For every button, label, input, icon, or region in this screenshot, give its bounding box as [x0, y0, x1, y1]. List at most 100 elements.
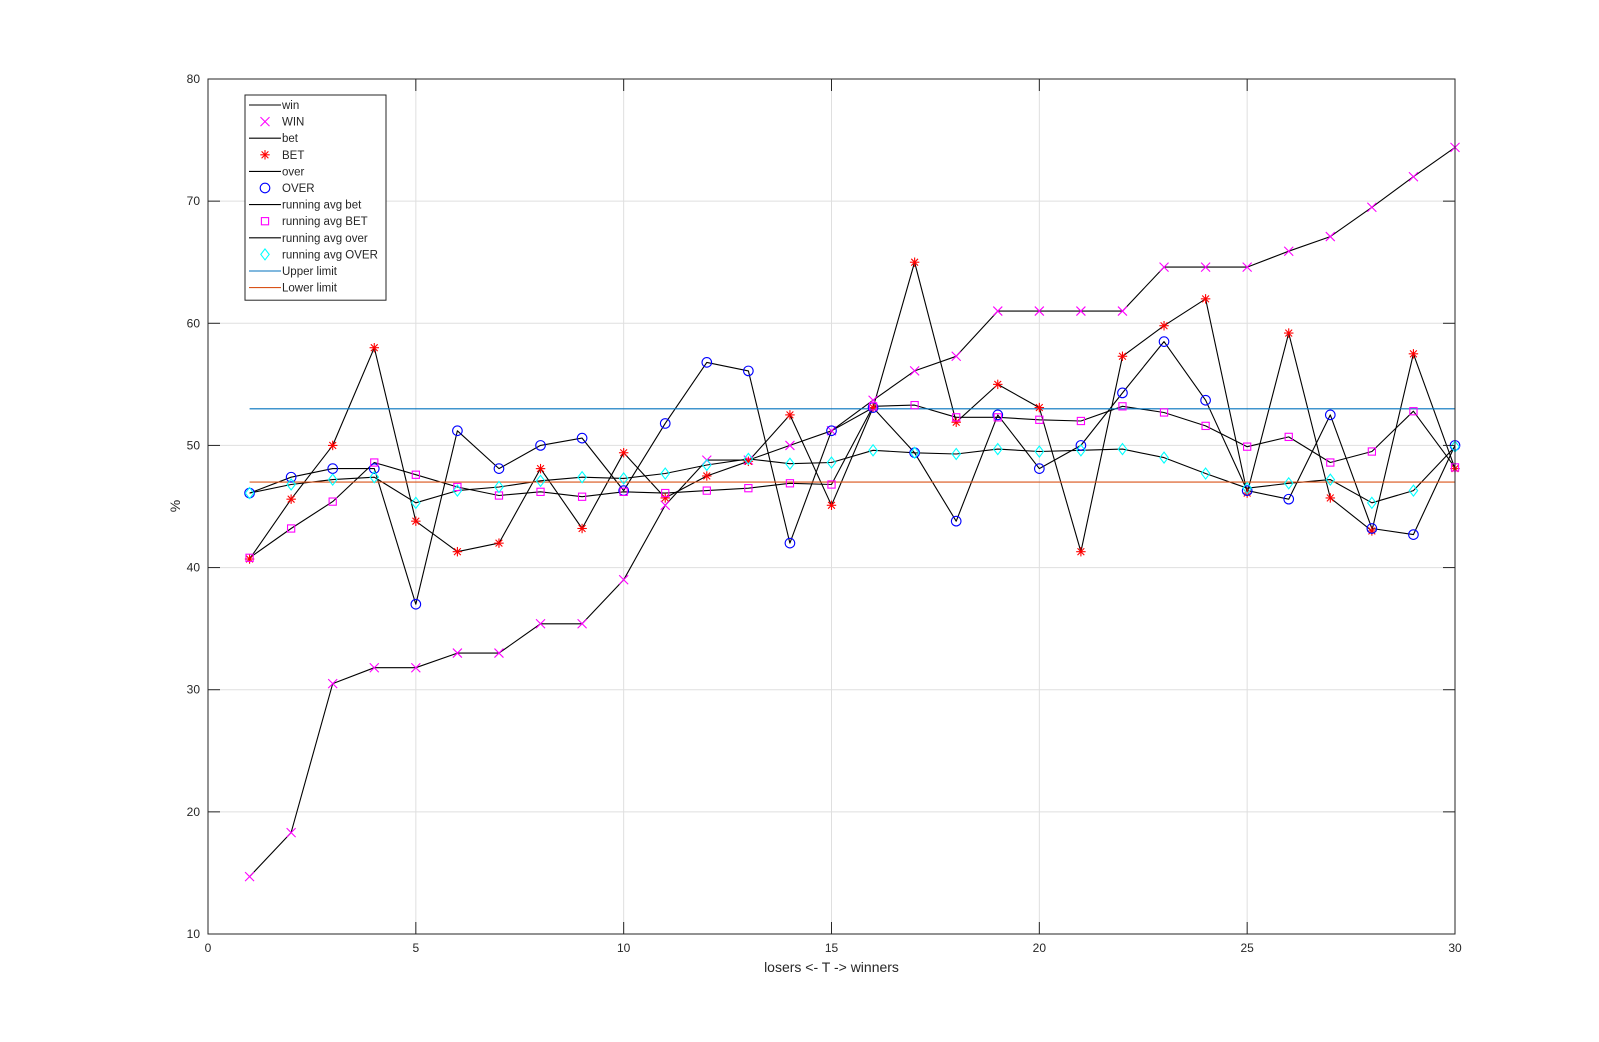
data-point-win: [1283, 246, 1294, 257]
legend-label: running avg bet: [282, 200, 362, 212]
legend-item-upper-limit: Upper limit: [249, 266, 338, 278]
data-point-bet: [494, 538, 504, 548]
data-point-running-avg-over: [909, 446, 920, 460]
data-point-over: [1117, 387, 1128, 399]
series-markers: [244, 142, 1461, 882]
data-point-win: [909, 366, 920, 376]
data-point-running-avg-over: [1283, 476, 1294, 490]
data-point-running-avg-over: [1200, 467, 1211, 480]
x-tick-label: 10: [617, 941, 631, 955]
legend-item-win: WIN: [260, 116, 304, 129]
data-point-running-avg-over: [1076, 443, 1086, 457]
y-tick-label: 80: [187, 72, 201, 86]
data-point-running-avg-over: [826, 456, 837, 469]
data-point-bet: [618, 448, 629, 458]
data-point-running-avg-bet: [1409, 407, 1418, 416]
data-point-win: [452, 648, 463, 658]
legend-label: bet: [282, 133, 299, 145]
data-point-over: [1324, 409, 1336, 421]
data-point-running-avg-over: [286, 478, 297, 491]
legend-item-running-avg-bet: running avg BET: [260, 216, 368, 228]
data-point-running-avg-bet: [536, 487, 545, 496]
data-point-bet: [1034, 402, 1045, 413]
data-point-win: [327, 678, 338, 689]
series-markers-bet: [244, 257, 1460, 564]
data-point-running-avg-over: [1034, 445, 1045, 458]
data-point-running-avg-over: [1242, 481, 1253, 495]
data-point-running-avg-over: [951, 447, 962, 461]
data-point-win: [992, 306, 1003, 316]
data-point-bet: [660, 493, 670, 503]
data-point-over: [368, 463, 380, 474]
data-point-running-avg-over: [452, 484, 463, 498]
data-point-bet: [327, 440, 338, 451]
data-point-running-avg-bet: [1284, 432, 1293, 442]
x-tick-label: 15: [825, 941, 839, 955]
data-point-over: [826, 425, 837, 437]
legend-swatch: [260, 247, 270, 261]
data-point-running-avg-over: [327, 473, 338, 487]
data-point-bet: [785, 410, 795, 420]
data-point-win: [618, 574, 629, 585]
y-tick-label: 60: [187, 316, 201, 330]
data-point-running-avg-bet: [910, 400, 919, 410]
data-point-win: [1408, 171, 1419, 182]
data-point-bet: [369, 342, 379, 353]
data-point-bet: [577, 523, 587, 534]
data-point-running-avg-bet: [1243, 442, 1252, 451]
series-line-running-avg-over: [249, 446, 1456, 504]
data-point-win: [286, 827, 297, 838]
data-point-running-avg-bet: [661, 488, 670, 498]
legend-label: BET: [282, 150, 304, 162]
data-point-running-avg-bet: [411, 470, 420, 479]
series-markers-running-avg-bet: [245, 400, 1460, 562]
legend-item-bet: bet: [249, 133, 299, 145]
data-point-over: [743, 365, 754, 377]
legend-item-lower-limit: Lower limit: [249, 283, 338, 295]
data-point-running-avg-bet: [1035, 415, 1044, 424]
legend-label: running avg OVER: [282, 249, 378, 261]
data-point-bet: [951, 417, 961, 427]
data-point-bet: [1200, 294, 1211, 304]
data-point-over: [1408, 529, 1419, 540]
data-point-win: [1366, 202, 1377, 213]
legend-item-running-avg-over: running avg over: [249, 233, 368, 245]
data-point-running-avg-bet: [744, 484, 753, 493]
data-point-running-avg-bet: [827, 480, 836, 489]
data-point-over: [701, 357, 713, 368]
data-point-bet: [452, 546, 463, 557]
data-point-running-avg-over: [535, 474, 546, 488]
legend-swatch: [260, 116, 270, 127]
data-point-bet: [1284, 328, 1294, 338]
series-line-win: [249, 146, 1456, 877]
grid: [208, 79, 1455, 934]
y-tick-label: 70: [187, 194, 201, 208]
data-point-over: [285, 471, 297, 483]
data-point-win: [410, 662, 421, 673]
legend-item-running-avg-over: running avg OVER: [260, 247, 378, 261]
data-point-bet: [1117, 351, 1128, 361]
data-point-win: [1034, 306, 1045, 316]
data-point-win: [1076, 306, 1086, 316]
legend-swatch: [259, 182, 271, 194]
data-point-running-avg-bet: [868, 402, 878, 411]
data-point-running-avg-over: [244, 486, 255, 500]
legend: win WIN bet BET over OVER running avg bet runni…: [244, 94, 387, 301]
data-point-running-avg-over: [743, 452, 754, 466]
data-point-win: [577, 618, 587, 629]
x-tick-label: 20: [1033, 941, 1047, 955]
legend-label: Upper limit: [282, 266, 338, 278]
data-point-over: [1241, 485, 1253, 496]
data-point-bet: [826, 500, 837, 511]
data-point-running-avg-over: [618, 472, 629, 485]
data-point-over: [784, 537, 796, 549]
data-point-win: [1200, 262, 1211, 272]
data-point-over: [576, 432, 588, 444]
data-point-running-avg-over: [1408, 484, 1419, 498]
data-point-win: [785, 440, 795, 451]
data-point-running-avg-bet: [370, 458, 379, 467]
legend-swatch: [260, 217, 270, 226]
data-point-running-avg-bet: [993, 413, 1002, 422]
data-point-bet: [1325, 493, 1336, 503]
data-point-running-avg-bet: [702, 486, 711, 495]
